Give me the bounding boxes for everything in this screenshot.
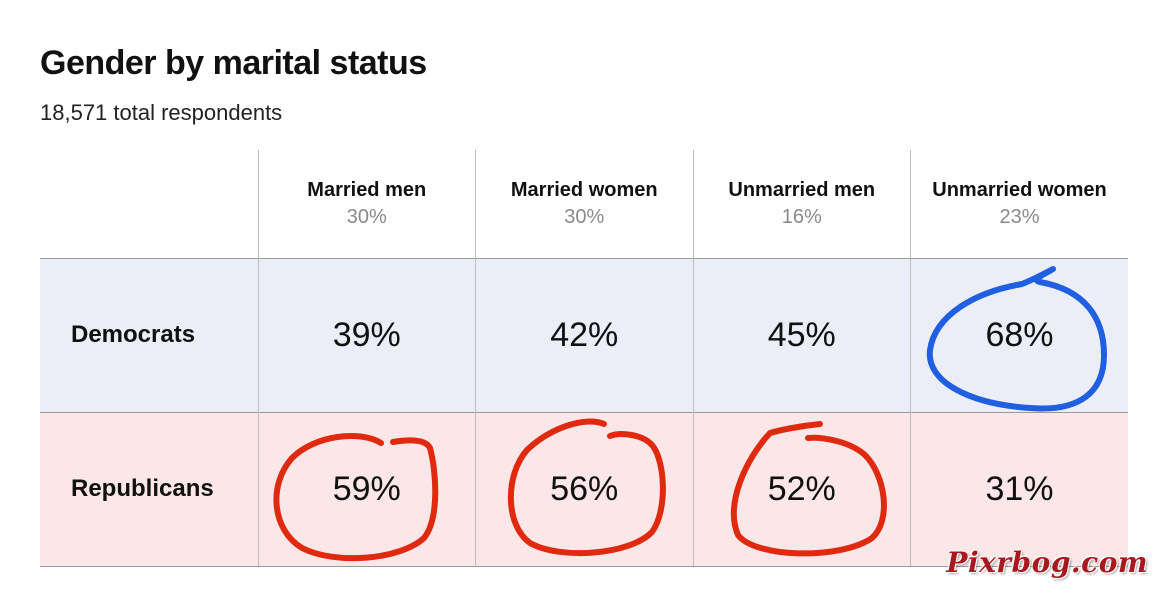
- header-row: Married men 30% Married women 30% Unmarr…: [40, 150, 1128, 258]
- watermark-text: Pixrbog.com: [946, 546, 1148, 579]
- cell-value: 68%: [985, 315, 1054, 354]
- cell-value: 59%: [332, 469, 401, 508]
- chart-subtitle: 18,571 total respondents: [40, 100, 283, 125]
- column-label: Unmarried women: [932, 178, 1107, 201]
- column-share: 30%: [346, 205, 387, 228]
- table-row-democrats: Democrats 39% 42% 45% 68%: [40, 257, 1128, 412]
- table-row-republicans: Republicans 59% 56% 52% 31%: [40, 411, 1128, 567]
- column-header-married-women: Married women 30%: [475, 150, 693, 258]
- table-cell: 42%: [475, 257, 693, 412]
- cell-value: 45%: [767, 315, 836, 354]
- corner-cell: [40, 150, 258, 258]
- column-header-unmarried-women: Unmarried women 23%: [910, 150, 1128, 258]
- column-share: 30%: [564, 205, 605, 228]
- cell-value: 56%: [550, 469, 619, 508]
- table-cell: 68%: [910, 257, 1128, 412]
- row-label-democrats: Democrats: [40, 257, 258, 412]
- column-header-married-men: Married men 30%: [257, 150, 476, 258]
- data-table-wrapper: Married men 30% Married women 30% Unmarr…: [40, 150, 1128, 567]
- cell-value: 52%: [767, 469, 836, 508]
- column-share: 23%: [999, 205, 1040, 228]
- cell-value: 39%: [332, 315, 401, 354]
- table-cell: 31%: [910, 411, 1128, 567]
- column-label: Unmarried men: [728, 178, 876, 201]
- cell-value: 42%: [550, 315, 619, 354]
- table-cell: 45%: [692, 257, 911, 412]
- chart-title: Gender by marital status: [40, 44, 427, 82]
- cell-value: 31%: [985, 469, 1054, 508]
- data-table: Married men 30% Married women 30% Unmarr…: [40, 150, 1128, 567]
- table-cell: 56%: [475, 411, 693, 567]
- table-cell: 59%: [257, 411, 476, 567]
- row-label-republicans: Republicans: [40, 411, 258, 567]
- table-cell: 39%: [257, 257, 476, 412]
- column-label: Married women: [510, 178, 658, 201]
- column-label: Married men: [307, 178, 427, 201]
- column-header-unmarried-men: Unmarried men 16%: [692, 150, 911, 258]
- table-cell: 52%: [692, 411, 911, 567]
- column-share: 16%: [781, 205, 822, 228]
